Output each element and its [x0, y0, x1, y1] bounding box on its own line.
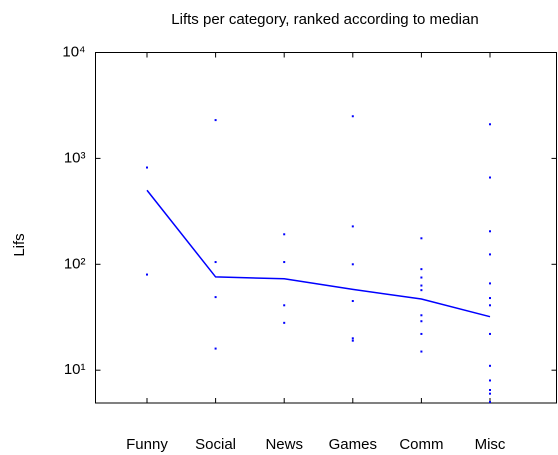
- y-tick-label: 10¹: [64, 361, 86, 378]
- data-point: [420, 237, 423, 240]
- data-point: [214, 296, 217, 299]
- data-point: [351, 263, 354, 266]
- y-tick-label: 10⁴: [62, 43, 85, 60]
- data-point: [420, 268, 423, 271]
- data-point: [351, 300, 354, 303]
- data-point: [489, 123, 491, 126]
- data-point: [489, 176, 491, 179]
- x-tick-label: Funny: [126, 436, 168, 453]
- data-point: [489, 401, 491, 404]
- data-point: [489, 392, 491, 395]
- axes-box: [95, 52, 557, 404]
- data-point: [420, 332, 423, 335]
- data-point: [420, 276, 423, 279]
- data-point: [420, 350, 423, 353]
- data-point: [420, 284, 423, 287]
- data-point: [351, 339, 354, 342]
- data-point: [489, 364, 491, 367]
- x-tick-label: Comm: [399, 436, 443, 453]
- x-tick-label: News: [265, 436, 303, 453]
- chart-title: Lifts per category, ranked according to …: [171, 11, 478, 28]
- median-line: [146, 189, 491, 318]
- data-point: [489, 332, 491, 335]
- y-axis-label: Lifs: [11, 233, 28, 256]
- data-point: [420, 320, 423, 323]
- data-point: [489, 230, 491, 233]
- x-tick-label: Misc: [475, 436, 506, 453]
- data-point: [489, 379, 491, 382]
- data-point: [214, 261, 217, 264]
- x-tick-label: Social: [195, 436, 236, 453]
- data-point: [489, 304, 491, 307]
- data-point: [146, 273, 148, 276]
- data-point: [214, 119, 217, 122]
- x-tick-label: Games: [329, 436, 377, 453]
- data-point: [420, 314, 423, 317]
- data-point: [489, 253, 491, 256]
- data-point: [420, 289, 423, 292]
- data-point: [351, 337, 354, 340]
- data-point: [283, 261, 286, 264]
- data-point: [489, 282, 491, 285]
- data-point: [283, 304, 286, 307]
- data-point: [351, 115, 354, 118]
- data-point: [146, 166, 148, 169]
- data-point: [489, 297, 491, 300]
- data-point: [489, 389, 491, 392]
- data-point: [283, 321, 286, 324]
- data-point: [283, 233, 286, 236]
- y-tick-label: 10³: [64, 149, 86, 166]
- y-tick-label: 10²: [64, 255, 86, 272]
- data-point: [351, 225, 354, 228]
- data-point: [214, 347, 217, 350]
